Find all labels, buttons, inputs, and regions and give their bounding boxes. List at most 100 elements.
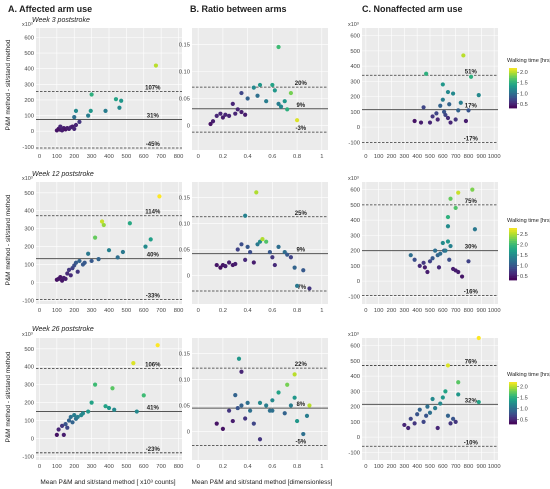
y-tick-label: 0	[31, 280, 34, 286]
data-point	[208, 121, 213, 127]
data-point	[272, 262, 277, 268]
data-point	[276, 244, 281, 249]
data-point	[456, 190, 461, 195]
colorbar-segment	[509, 243, 517, 246]
x-tick-label: 800	[464, 464, 474, 470]
x-tick-label: 0.4	[244, 464, 253, 470]
data-point	[456, 108, 461, 113]
lower-limit-label: -17%	[464, 136, 479, 142]
x-tick-label: 100	[52, 154, 62, 160]
mean-label: 40%	[147, 253, 160, 259]
colorbar-segment	[509, 245, 517, 248]
x-tick-label: 0.2	[219, 464, 227, 470]
data-point	[66, 267, 72, 273]
data-point	[58, 124, 63, 129]
data-point	[257, 239, 263, 244]
data-point	[427, 259, 433, 264]
x-tick-label: 500	[122, 308, 132, 314]
data-point	[307, 403, 312, 408]
x-tick-label: 0	[197, 308, 200, 314]
data-point	[236, 356, 242, 361]
data-point	[257, 400, 263, 405]
data-point	[448, 421, 453, 426]
data-point	[255, 93, 260, 98]
colorbar-segment	[509, 88, 517, 91]
data-point	[285, 382, 290, 387]
x-tick-label: 300	[87, 154, 97, 160]
data-point	[447, 257, 452, 262]
data-point	[430, 114, 435, 119]
x-tick-label: 600	[438, 154, 448, 160]
data-point	[214, 113, 219, 118]
x-tick-label: 1	[320, 464, 323, 470]
data-point	[438, 401, 443, 406]
colorbar-segment	[509, 392, 517, 395]
y-tick-label: 0	[31, 436, 34, 442]
x-tick-label: 400	[412, 308, 422, 314]
data-point	[155, 343, 160, 348]
colorbar-segment	[509, 86, 517, 89]
x-axis-label-b: Mean P&M and sit/stand method [dimension…	[192, 479, 333, 486]
colorbar-segment	[509, 232, 517, 235]
data-point	[106, 405, 112, 411]
colorbar-tick-label: 0.5	[520, 274, 528, 280]
data-point	[278, 104, 284, 109]
y-tick-label: 200	[350, 95, 360, 101]
y-axis-label-row2: P&M method - sit/stand method	[5, 194, 12, 285]
data-point	[80, 411, 86, 416]
data-point	[476, 399, 481, 405]
colorbar-segment	[509, 103, 517, 106]
colorbar-segment	[509, 262, 517, 266]
exponent-label: x10³	[22, 332, 33, 338]
colorbar-segment	[509, 230, 517, 233]
upper-limit-label: 75%	[465, 199, 478, 205]
x-tick-label: 700	[451, 154, 461, 160]
lower-limit-label: -23%	[146, 447, 161, 453]
y-tick-label: 400	[24, 365, 34, 371]
data-point	[143, 244, 148, 249]
data-point	[239, 109, 244, 115]
data-point	[459, 274, 465, 279]
y-tick-label: -100	[348, 140, 360, 146]
colorbar-segment	[509, 106, 517, 109]
colorbar-segment	[509, 89, 517, 92]
data-point	[285, 252, 290, 257]
data-point	[292, 395, 297, 400]
data-point	[54, 432, 59, 437]
colorbar-segment	[509, 408, 517, 411]
data-point	[270, 255, 275, 260]
data-point	[72, 126, 77, 131]
data-point	[443, 248, 448, 253]
mean-label: 8%	[296, 402, 305, 408]
y-tick-label: 400	[350, 64, 360, 70]
data-point	[267, 249, 272, 255]
y-tick-label: 600	[350, 34, 360, 40]
data-point	[456, 392, 461, 397]
colorbar-tick-label: 0.5	[520, 418, 528, 424]
data-point	[445, 115, 451, 121]
data-point	[294, 283, 300, 288]
data-point	[468, 74, 474, 79]
x-tick-label: 800	[174, 464, 184, 470]
colorbar-segment	[509, 394, 517, 397]
colorbar-row-2: Walking time [hrs] 0.5 1.0 1.5 2.0 2.5	[507, 218, 550, 281]
colorbar-segment	[509, 79, 517, 82]
data-point	[288, 403, 294, 408]
y-tick-label: -100	[348, 450, 360, 456]
colorbar-segment	[509, 93, 517, 96]
y-tick-label: 0.15	[179, 196, 190, 202]
data-point	[153, 63, 159, 68]
data-point	[88, 108, 93, 113]
colorbar-segment	[509, 418, 517, 421]
data-point	[408, 416, 413, 421]
colorbar-segment	[509, 68, 517, 71]
data-point	[92, 235, 98, 240]
colorbar-tick-label: 1.0	[520, 407, 528, 413]
data-point	[447, 102, 452, 107]
colorbar-segment	[509, 98, 517, 101]
colorbar-segment	[509, 69, 517, 72]
data-point	[412, 421, 417, 426]
y-axis-label-row3: P&M method - sit/stand method	[5, 351, 12, 442]
colorbar-segment	[509, 256, 517, 259]
data-point	[425, 404, 430, 409]
